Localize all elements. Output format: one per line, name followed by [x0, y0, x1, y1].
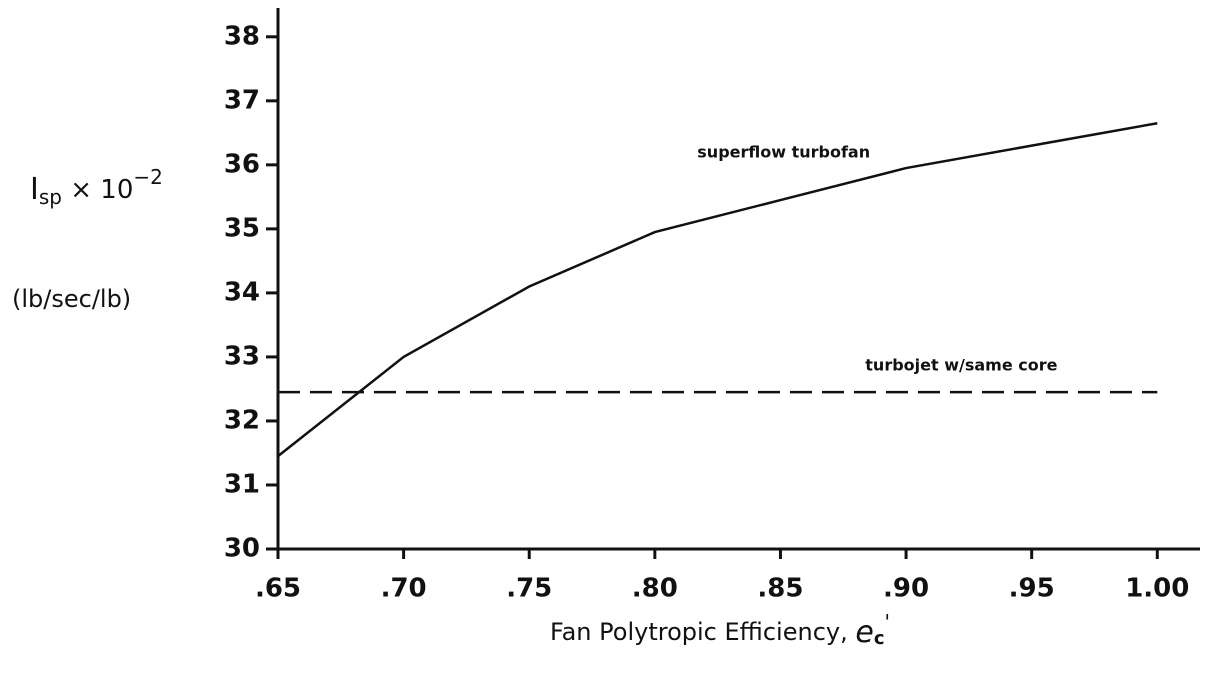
x-tick-label: .70 — [381, 574, 427, 604]
x-tick-label: 1.00 — [1125, 574, 1189, 604]
x-tick-label: .90 — [883, 574, 929, 604]
y-tick-label: 38 — [224, 21, 260, 51]
x-label-text: Fan Polytropic Efficiency, — [550, 618, 855, 646]
y-tick-label: 32 — [224, 405, 260, 435]
y-tick-label: 33 — [224, 341, 260, 371]
y-label-sub: sp — [39, 185, 62, 209]
series-annotation: superflow turbofan — [697, 143, 870, 162]
x-tick-label: .75 — [506, 574, 552, 604]
x-tick-label: .65 — [255, 574, 301, 604]
x-label-sub: c — [874, 628, 885, 649]
x-label-prime: ' — [884, 610, 890, 634]
y-label-base: I — [30, 172, 39, 207]
series-annotation: turbojet w/same core — [865, 356, 1057, 375]
x-tick-label: .85 — [757, 574, 803, 604]
y-tick-label: 35 — [224, 213, 260, 243]
x-label-symbol: e — [855, 615, 873, 650]
x-axis-label: Fan Polytropic Efficiency, ec' — [550, 610, 890, 650]
y-label-mult: × 10 — [62, 175, 133, 205]
y-tick-label: 36 — [224, 149, 260, 179]
y-tick-label: 37 — [224, 85, 260, 115]
y-axis-unit: (lb/sec/lb) — [12, 285, 131, 313]
x-tick-label: .80 — [632, 574, 678, 604]
y-axis-label: Isp × 10−2 — [30, 165, 163, 209]
y-tick-label: 34 — [224, 277, 260, 307]
y-tick-label: 30 — [224, 534, 260, 564]
x-tick-label: .95 — [1009, 574, 1055, 604]
y-tick-label: 31 — [224, 469, 260, 499]
series-line — [277, 122, 1158, 458]
y-label-sup: −2 — [133, 165, 162, 189]
